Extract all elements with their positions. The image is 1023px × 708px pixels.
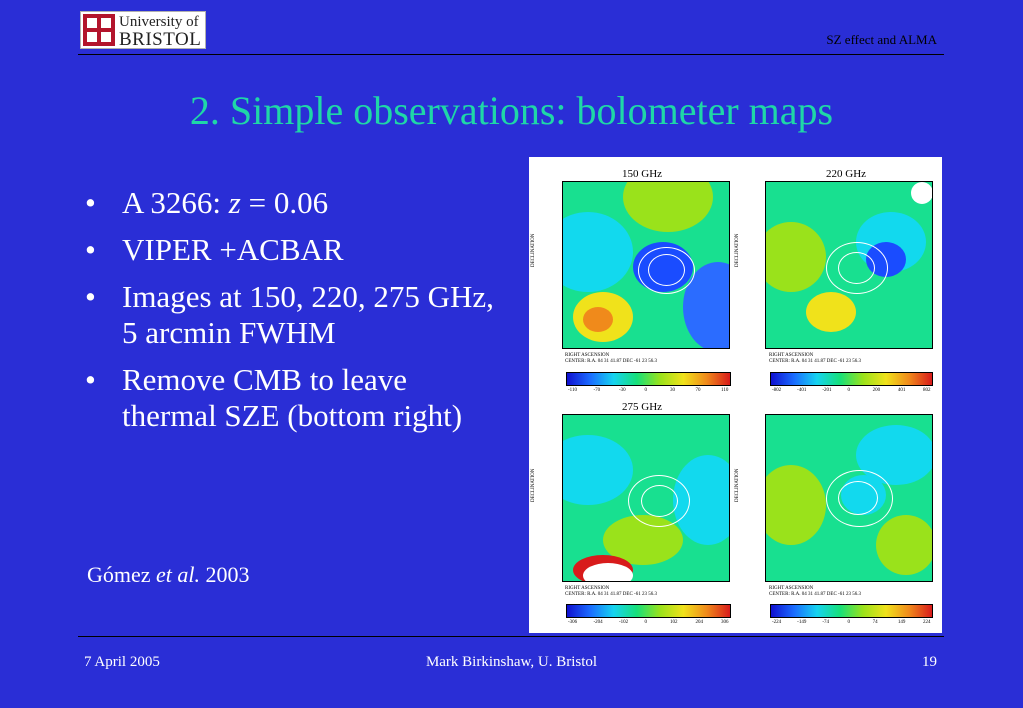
map-150ghz (562, 181, 730, 349)
crest-icon (83, 14, 115, 46)
colorbar-tick-label: 401 (897, 388, 906, 393)
panel-title-220: 220 GHz (826, 168, 867, 180)
colorbar-tick-label: -306 (568, 620, 578, 625)
y-axis-label-2: DECLINATION (735, 233, 740, 267)
colorbar-tick-label: -30 (619, 388, 626, 393)
colorbar-tick-label: -401 (797, 388, 807, 393)
x-axis-label-2: RIGHT ASCENSION (769, 353, 814, 358)
x-axis-label-1: RIGHT ASCENSION (565, 353, 610, 358)
colorbar-tick-label: -102 (619, 620, 629, 625)
colorbar-tick-label: 74 (872, 620, 878, 625)
x-axis-label-4: RIGHT ASCENSION (769, 586, 814, 591)
colorbar-150 (566, 372, 731, 386)
header-rule (78, 54, 944, 55)
colorbar-tick-label: 224 (923, 620, 931, 625)
colorbar-tick-label: -149 (797, 620, 807, 625)
map-275ghz (562, 414, 730, 582)
colorbar-tick-label: 149 (897, 620, 906, 625)
colorbar-tick-label: 204 (695, 620, 704, 625)
colorbar-tick-label: 802 (923, 388, 931, 393)
bolometer-map-figure: 150 GHz 220 GHz 275 GHz (529, 157, 942, 633)
y-axis-label-3: DECLINATION (531, 468, 536, 502)
map-sze (765, 414, 933, 582)
panel-title-275: 275 GHz (622, 401, 663, 413)
colorbar-tick-label: 0 (644, 620, 648, 625)
colorbar-tick-label: 70 (695, 388, 701, 393)
colorbar-tick-label: 306 (721, 620, 729, 625)
colorbar-tick-label: 0 (644, 388, 648, 393)
center-label-2: CENTER: R.A. 04 31 41.87 DEC -61 23 56.3 (769, 359, 861, 364)
colorbar-tick-label: 30 (670, 388, 675, 393)
colorbar-tick-label: 110 (721, 388, 729, 393)
bullet-item: VIPER +ACBAR (82, 232, 502, 268)
bullet-list: A 3266: z = 0.06 VIPER +ACBAR Images at … (82, 185, 502, 445)
center-label-4: CENTER: R.A. 04 31 41.87 DEC -61 23 56.3 (769, 592, 861, 597)
colorbar-tick-label: -201 (822, 388, 832, 393)
colorbar-sze (770, 604, 933, 618)
colorbar-tick-label: -74 (822, 620, 829, 625)
logo-line1: University of (119, 14, 199, 30)
colorbar-tick-label: 102 (670, 620, 678, 625)
bullet-item: Remove CMB to leave thermal SZE (bottom … (82, 362, 502, 434)
colorbar-tick-label: -110 (568, 388, 577, 393)
colorbar-tick-label: -224 (772, 620, 782, 625)
header-right-text: SZ effect and ALMA (826, 32, 937, 47)
footer-author: Mark Birkinshaw, U. Bristol (425, 654, 598, 670)
colorbar-tick-label: 0 (847, 620, 851, 625)
colorbar-tick-label: -204 (593, 620, 603, 625)
colorbar-tick-label: 200 (872, 388, 881, 393)
map-220ghz (765, 181, 933, 349)
logo-line2: BRISTOL (119, 29, 202, 50)
bullet-item: Images at 150, 220, 275 GHz, 5 arcmin FW… (82, 279, 502, 351)
center-label-3: CENTER: R.A. 04 31 41.87 DEC -61 23 56.3 (565, 592, 657, 597)
university-logo: University of BRISTOL (80, 11, 206, 50)
colorbar-220 (770, 372, 933, 386)
colorbar-tick-label: -802 (772, 388, 782, 393)
bullet-item: A 3266: z = 0.06 (82, 185, 502, 221)
x-axis-label-3: RIGHT ASCENSION (565, 586, 610, 591)
y-axis-label-4: DECLINATION (735, 468, 740, 502)
citation: Gómez et al. 2003 (87, 562, 250, 587)
colorbar-tick-label: -70 (593, 388, 601, 393)
center-label-1: CENTER: R.A. 04 31 41.87 DEC -61 23 56.3 (565, 359, 657, 364)
colorbar-275 (566, 604, 731, 618)
y-axis-label-1: DECLINATION (531, 233, 536, 267)
panel-title-150: 150 GHz (622, 168, 663, 180)
slide-title: 2. Simple observations: bolometer maps (189, 88, 834, 133)
footer-page-number: 19 (922, 654, 937, 670)
footer-date: 7 April 2005 (84, 654, 160, 670)
footer-rule (78, 636, 944, 637)
colorbar-tick-label: 0 (847, 388, 851, 393)
